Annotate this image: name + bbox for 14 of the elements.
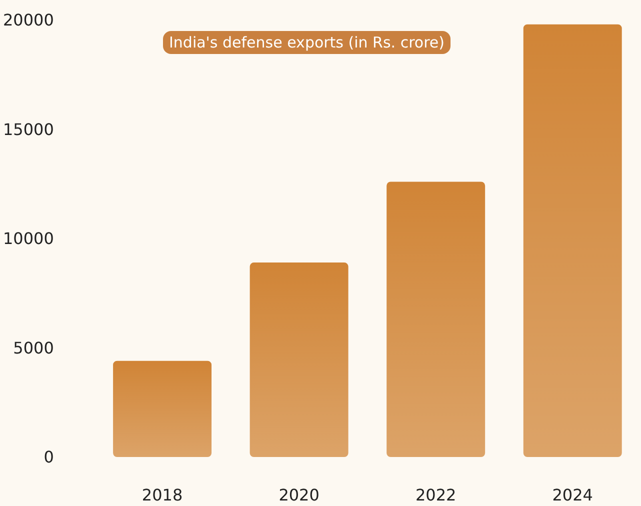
x-tick-label: 2020 <box>278 486 320 504</box>
y-tick-label: 5000 <box>13 338 54 358</box>
y-tick-label: 15000 <box>2 120 54 139</box>
x-tick-label: 2018 <box>142 486 183 504</box>
y-tick-label: 10000 <box>2 229 54 248</box>
x-tick-label: 2024 <box>552 486 593 504</box>
bar <box>523 24 622 457</box>
text: India's defense exports (in Rs. crore) <box>169 34 445 52</box>
x-tick-label: 2022 <box>415 486 456 504</box>
y-tick-label: 0 <box>44 448 54 466</box>
y-tick-label: 20000 <box>2 10 54 30</box>
bar <box>250 262 348 457</box>
bar <box>113 360 212 457</box>
bar <box>386 182 486 457</box>
